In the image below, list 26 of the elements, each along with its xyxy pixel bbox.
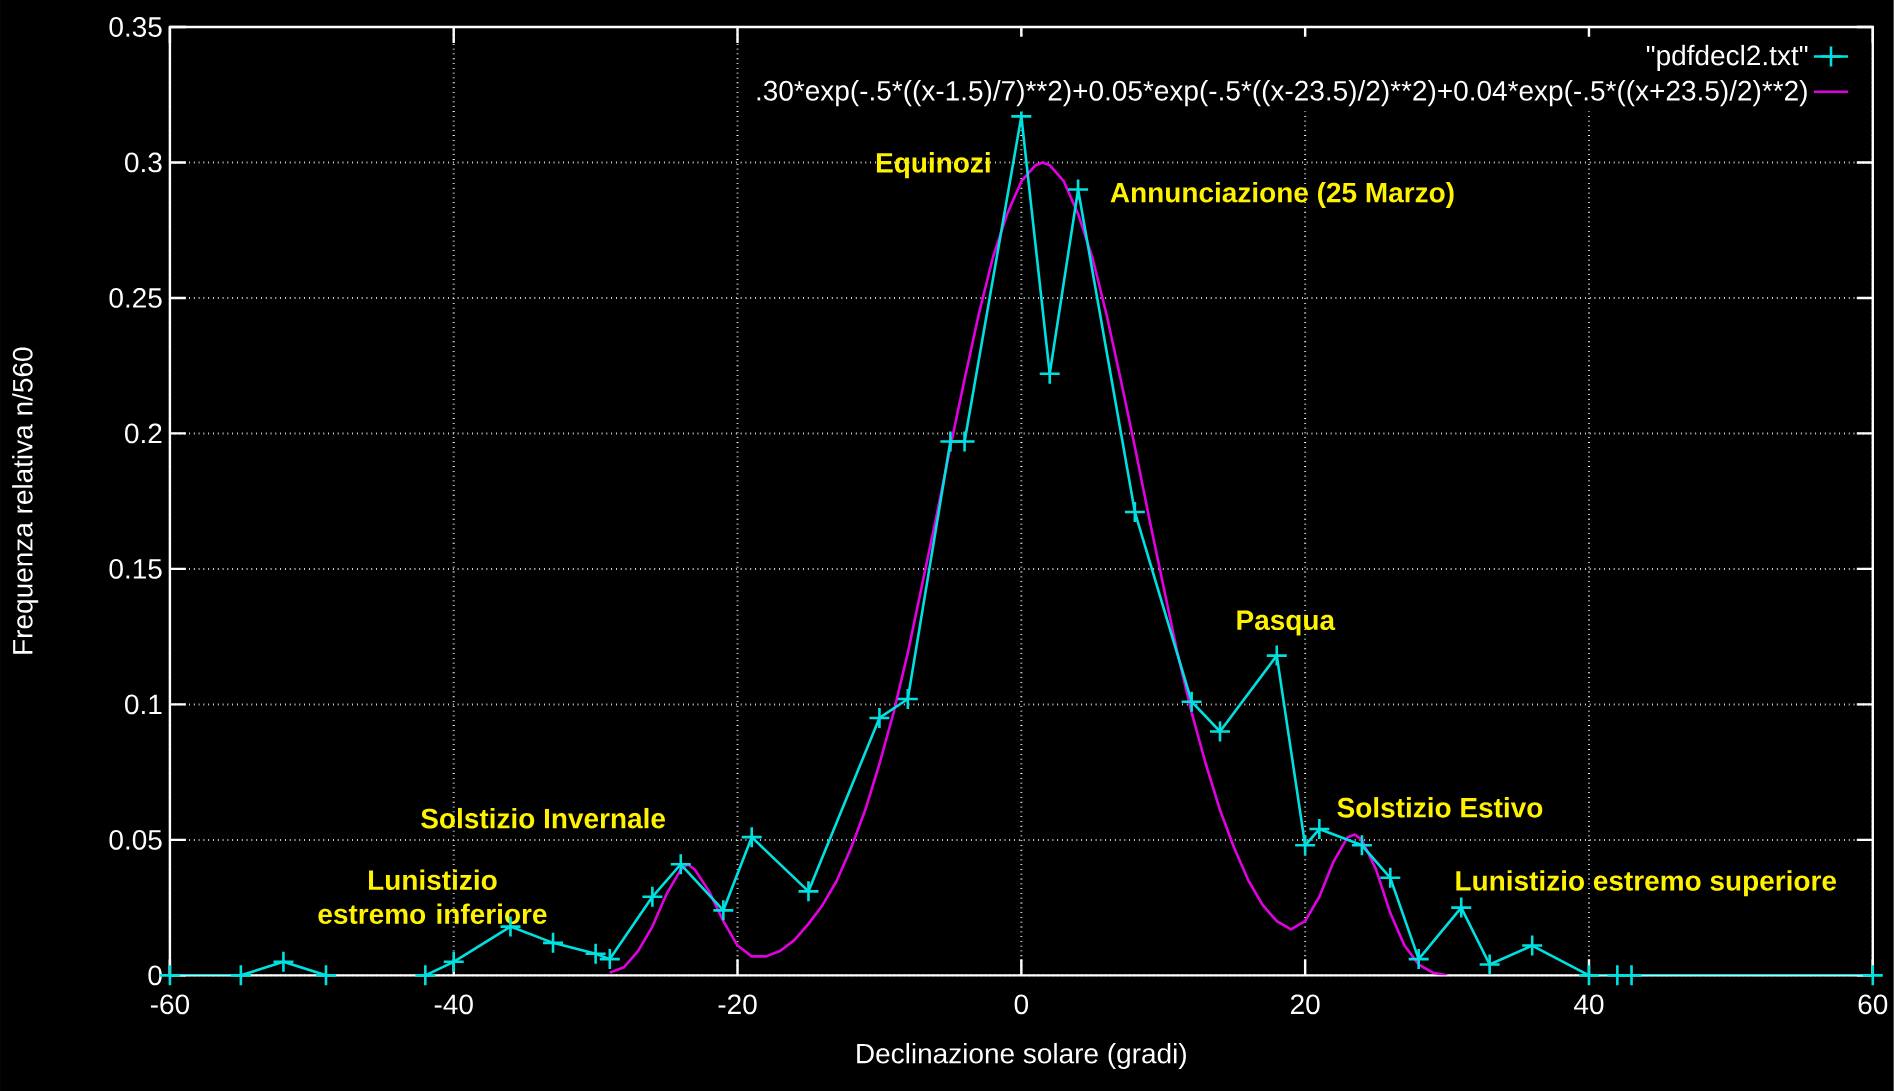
y-axis-title: Frequenza relativa n/560 — [12, 347, 39, 654]
annotation: Equinozi — [876, 151, 990, 179]
y-tick-label: 0.05 — [109, 829, 162, 850]
y-tick-label: 0.3 — [125, 152, 162, 173]
x-tick-label: -40 — [434, 994, 473, 1015]
x-axis-title: Declinazione solare (gradi) — [857, 1042, 1186, 1069]
x-tick-label: -60 — [150, 994, 190, 1015]
x-tick-label: 40 — [1574, 994, 1604, 1015]
y-tick-label: 0.1 — [125, 694, 162, 715]
legend-label: "pdfdecl2.txt" — [1646, 44, 1808, 71]
y-tick-label: 0.15 — [109, 558, 162, 579]
y-tick-label: 0.2 — [125, 423, 162, 444]
y-tick-label: 0 — [148, 965, 162, 986]
legend-label: .30*exp(-.5*((x-1.5)/7)**2)+0.05*exp(-.5*((x-23.5)/2)**2)+0.04*exp(-.5*((x+23.5)/2)**2) — [757, 79, 1807, 107]
annotation: Annunciazione (25 Marzo) — [1110, 181, 1454, 208]
x-tick-label: 20 — [1291, 994, 1320, 1015]
annotation: Pasqua — [1237, 610, 1336, 636]
x-tick-label: 0 — [1014, 994, 1029, 1015]
y-tick-label: 0.25 — [109, 287, 162, 308]
annotation: Lunistizio estremo superiore — [1456, 870, 1837, 897]
annotation: Solstizio Estivo — [1337, 796, 1543, 818]
annotation: Solstizio Invernale — [421, 807, 665, 829]
annotation: Lunistizio estremo inferiore — [318, 869, 547, 924]
x-tick-label: 60 — [1858, 994, 1888, 1015]
y-tick-label: 0.35 — [109, 16, 162, 37]
x-tick-label: -20 — [718, 994, 757, 1015]
